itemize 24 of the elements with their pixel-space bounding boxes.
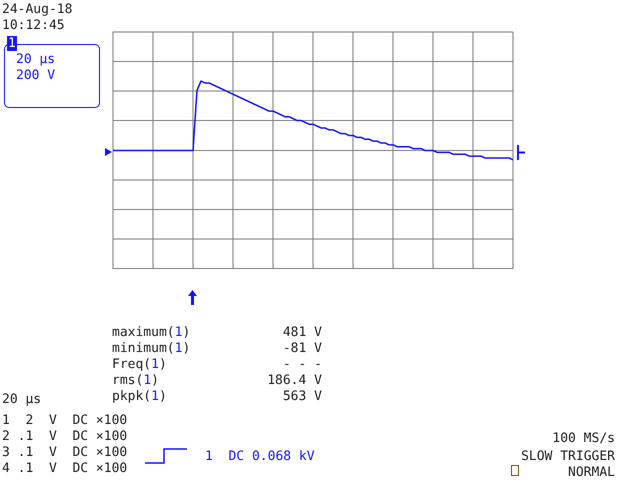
text: 3 .1 V DC ×100 xyxy=(2,445,128,460)
text: 10:12:45 xyxy=(2,18,65,33)
text: 24-Aug-18 xyxy=(2,2,72,17)
text: 563 V xyxy=(282,389,322,404)
text: Freq(1) xyxy=(112,357,167,372)
text: 4 .1 V DC ×100 xyxy=(2,461,128,476)
text: NORMAL xyxy=(568,465,615,480)
text: 186.4 V xyxy=(267,373,322,388)
text: 100 MS/s xyxy=(552,431,615,446)
text: pkpk(1) xyxy=(112,389,167,404)
text: 2 .1 V DC ×100 xyxy=(2,429,128,444)
text: SLOW TRIGGER xyxy=(521,449,615,464)
text: 481 V xyxy=(282,325,322,340)
text: 1 xyxy=(174,325,182,340)
text: - - - xyxy=(282,357,322,372)
text: rms(1) xyxy=(112,373,159,388)
text: -81 V xyxy=(282,341,322,356)
text: 1 DC 0.068 kV xyxy=(205,449,315,464)
text: 200 V xyxy=(16,68,56,83)
text: 1 2 V DC ×100 xyxy=(2,413,128,428)
text: minimum(1) xyxy=(112,341,190,356)
text: 20 µs xyxy=(16,52,56,67)
text: 1 xyxy=(8,36,16,51)
text: 20 µs xyxy=(2,392,42,407)
